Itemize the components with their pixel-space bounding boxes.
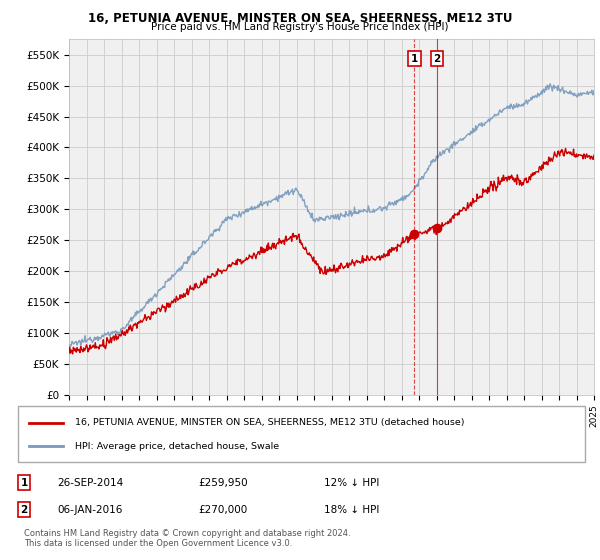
- Text: Price paid vs. HM Land Registry's House Price Index (HPI): Price paid vs. HM Land Registry's House …: [151, 22, 449, 32]
- Text: £259,950: £259,950: [198, 478, 248, 488]
- Text: 2: 2: [20, 505, 28, 515]
- Text: 16, PETUNIA AVENUE, MINSTER ON SEA, SHEERNESS, ME12 3TU (detached house): 16, PETUNIA AVENUE, MINSTER ON SEA, SHEE…: [75, 418, 464, 427]
- Text: 1: 1: [20, 478, 28, 488]
- FancyBboxPatch shape: [18, 406, 585, 462]
- Text: 12% ↓ HPI: 12% ↓ HPI: [324, 478, 379, 488]
- Text: £270,000: £270,000: [198, 505, 247, 515]
- Text: 1: 1: [410, 54, 418, 64]
- Text: 2: 2: [433, 54, 440, 64]
- Text: Contains HM Land Registry data © Crown copyright and database right 2024.
This d: Contains HM Land Registry data © Crown c…: [24, 529, 350, 548]
- Text: 18% ↓ HPI: 18% ↓ HPI: [324, 505, 379, 515]
- Text: HPI: Average price, detached house, Swale: HPI: Average price, detached house, Swal…: [75, 442, 279, 451]
- Text: 06-JAN-2016: 06-JAN-2016: [57, 505, 122, 515]
- Text: 16, PETUNIA AVENUE, MINSTER ON SEA, SHEERNESS, ME12 3TU: 16, PETUNIA AVENUE, MINSTER ON SEA, SHEE…: [88, 12, 512, 25]
- Text: 26-SEP-2014: 26-SEP-2014: [57, 478, 123, 488]
